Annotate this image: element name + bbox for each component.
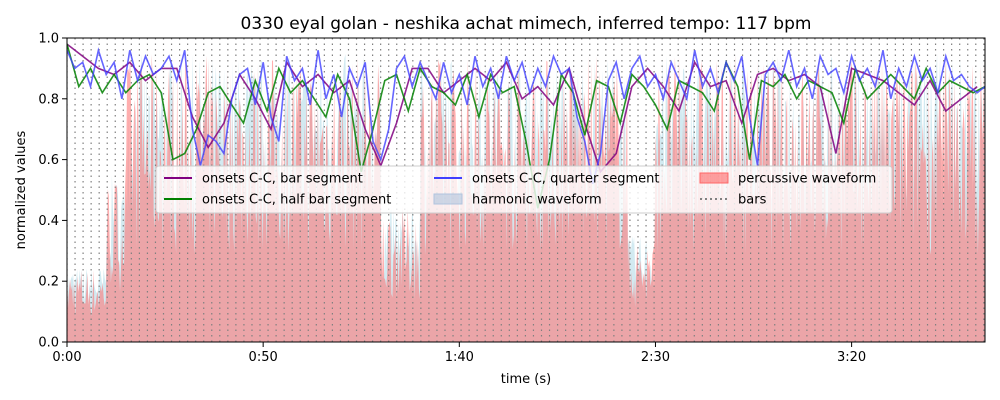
y-tick-label: 0.6 (38, 153, 59, 168)
legend-swatch (699, 172, 729, 184)
x-axis: 0:00 0:50 1:40 2:30 3:20 (52, 342, 866, 365)
legend-label: onsets C-C, quarter segment (472, 172, 659, 187)
series-line-1 (67, 43, 978, 174)
y-tick-label: 0.8 (38, 92, 59, 107)
x-tick-label: 3:20 (837, 350, 866, 365)
x-axis-label: time (s) (501, 372, 551, 387)
y-axis-label: normalized values (14, 130, 29, 249)
legend-label: onsets C-C, half bar segment (202, 193, 391, 208)
x-tick-label: 2:30 (641, 350, 670, 365)
y-tick-label: 0.2 (38, 275, 59, 290)
series-line-2 (67, 43, 985, 209)
legend-label: harmonic waveform (472, 193, 602, 208)
y-tick-label: 0.0 (38, 336, 59, 351)
legend-label: bars (738, 193, 767, 208)
plot-frame (66, 37, 986, 343)
series-line-3 (67, 47, 985, 185)
series-layer (67, 43, 985, 209)
y-tick-label: 1.0 (38, 32, 59, 47)
legend-swatch (433, 193, 463, 205)
y-axis: 0.0 0.2 0.4 0.6 0.8 1.0 (38, 32, 67, 351)
x-tick-label: 0:00 (52, 350, 81, 365)
legend: onsets C-C, bar segment onsets C-C, half … (155, 165, 893, 214)
y-tick-label: 0.4 (38, 214, 59, 229)
x-tick-label: 0:50 (249, 350, 278, 365)
chart-title: 0330 eyal golan - neshika achat mimech, … (241, 14, 812, 34)
x-tick-label: 1:40 (445, 350, 474, 365)
legend-label: percussive waveform (738, 172, 876, 187)
legend-label: onsets C-C, bar segment (202, 172, 363, 187)
